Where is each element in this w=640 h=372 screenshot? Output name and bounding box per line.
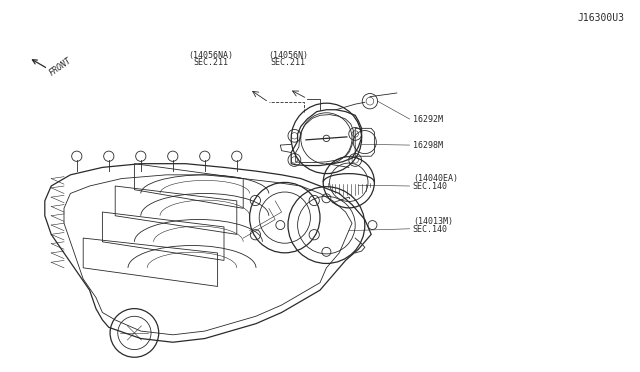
Text: SEC.140: SEC.140 [413,182,448,191]
Text: SEC.140: SEC.140 [413,225,448,234]
Text: FRONT: FRONT [48,57,74,78]
Text: (14056NA): (14056NA) [189,51,234,60]
Text: SEC.211: SEC.211 [194,58,228,67]
Text: SEC.211: SEC.211 [271,58,305,67]
Text: (14056N): (14056N) [268,51,308,60]
Text: 16292M: 16292M [413,115,443,124]
Text: (14040EA): (14040EA) [413,174,458,183]
Text: (14013M): (14013M) [413,217,453,226]
Text: 16298M: 16298M [413,141,443,150]
Text: J16300U3: J16300U3 [577,13,624,23]
